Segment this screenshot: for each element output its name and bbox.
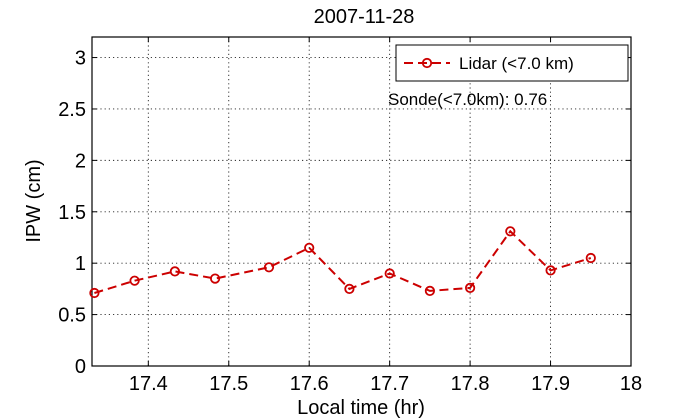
axis-ticks: 17.4 17.5 17.6 17.7 17.8 17.9 18 0 0.5 1 1.5 2 2.5 3 xyxy=(58,37,642,395)
x-axis-label: Local time (hr) xyxy=(297,397,425,419)
x-tick-label: 17.5 xyxy=(209,373,248,395)
legend-label: Lidar (<7.0 km) xyxy=(459,54,574,73)
data-point xyxy=(210,273,221,284)
data-point xyxy=(89,287,100,299)
chart-title: 2007-11-28 xyxy=(314,6,415,28)
y-tick-label: 1 xyxy=(75,253,86,275)
x-tick-label: 17.9 xyxy=(531,373,570,395)
x-tick-label: 18 xyxy=(620,373,642,395)
y-tick-label: 0 xyxy=(75,356,86,378)
y-tick-label: 0.5 xyxy=(58,305,86,327)
data-point xyxy=(129,275,140,286)
plot-area xyxy=(91,36,632,367)
y-tick-label: 2 xyxy=(75,150,86,172)
y-tick-label: 3 xyxy=(75,48,86,70)
x-tick-label: 17.8 xyxy=(451,373,490,395)
data-point xyxy=(505,226,516,237)
series-line xyxy=(94,229,592,294)
data-point xyxy=(263,262,275,273)
x-tick-label: 17.4 xyxy=(129,373,168,395)
y-tick-label: 2.5 xyxy=(58,99,86,121)
data-point xyxy=(424,285,435,296)
grid xyxy=(92,37,631,366)
data-point xyxy=(384,268,395,279)
series-layer xyxy=(89,226,596,299)
data-point xyxy=(545,265,556,276)
x-tick-label: 17.6 xyxy=(290,373,329,395)
y-axis-label: IPW (cm) xyxy=(23,159,45,242)
data-point xyxy=(344,283,355,294)
legend: Lidar (<7.0 km) xyxy=(395,44,629,82)
data-point xyxy=(169,266,180,277)
x-tick-label: 17.7 xyxy=(370,373,409,395)
data-point xyxy=(464,282,476,293)
data-point xyxy=(585,252,596,264)
sonde-annotation: Sonde(<7.0km): 0.76 xyxy=(388,90,547,109)
legend-marker-sample xyxy=(421,57,433,69)
data-point xyxy=(304,242,315,253)
y-tick-label: 1.5 xyxy=(58,202,86,224)
